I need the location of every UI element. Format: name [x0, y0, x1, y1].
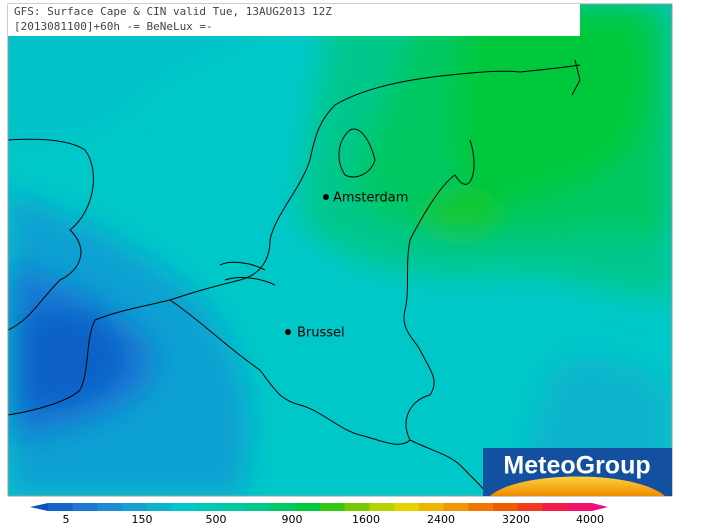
colorbar-arrow [592, 503, 608, 511]
city-label: Amsterdam [333, 191, 408, 206]
colorbar-swatch [196, 503, 222, 511]
colorbar: 5 150 500 900 1600 2400 3200 4000 [30, 503, 608, 526]
colorbar-label: 500 [206, 513, 227, 526]
colorbar-swatch [443, 503, 469, 511]
colorbar-swatch [122, 503, 148, 511]
colorbar-swatch [146, 503, 173, 511]
city-label: Brussel [297, 326, 345, 341]
subtitle: [2013081100]+60h -= BeNeLux =- [14, 20, 213, 33]
colorbar-swatch [72, 503, 98, 511]
colorbar-swatch [468, 503, 494, 511]
colorbar-swatch [221, 503, 247, 511]
colorbar-swatch [542, 503, 568, 511]
colorbar-swatch [270, 503, 296, 511]
city-dot [285, 329, 291, 335]
logo-sun [490, 476, 665, 496]
colorbar-swatch [567, 503, 593, 511]
colorbar-swatch [493, 503, 519, 511]
colorbar-swatch [517, 503, 544, 511]
field [8, 4, 672, 496]
colorbar-swatch [369, 503, 395, 511]
colorbar-label: 150 [132, 513, 153, 526]
colorbar-swatch [97, 503, 123, 511]
colorbar-swatch [295, 503, 321, 511]
colorbar-swatch [171, 503, 197, 511]
colorbar-arrow [30, 503, 48, 511]
city-dot [323, 194, 329, 200]
colorbar-label: 2400 [427, 513, 455, 526]
colorbar-swatch [418, 503, 445, 511]
colorbar-label: 3200 [502, 513, 530, 526]
coastlines [8, 59, 581, 496]
title-box [8, 4, 580, 36]
colorbar-label: 1600 [352, 513, 380, 526]
colorbar-swatch [48, 503, 74, 511]
colorbar-swatch [344, 503, 370, 511]
colorbar-label: 4000 [576, 513, 604, 526]
colorbar-swatch [245, 503, 272, 511]
logo-text: MeteoGroup [503, 452, 650, 480]
colorbar-swatch [394, 503, 420, 511]
colorbar-label: 900 [282, 513, 303, 526]
title: GFS: Surface Cape & CIN valid Tue, 13AUG… [14, 5, 332, 18]
logo: MeteoGroup [483, 448, 672, 496]
colorbar-label: 5 [63, 513, 70, 526]
colorbar-swatch [320, 503, 346, 511]
